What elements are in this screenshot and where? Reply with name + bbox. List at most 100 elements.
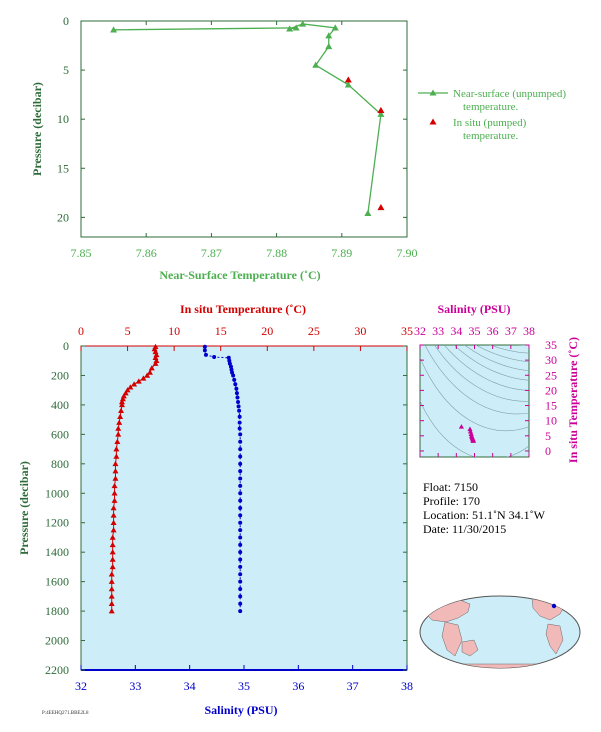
temperature-point xyxy=(113,446,120,452)
ts-x-tick-label: 36 xyxy=(487,324,499,338)
location: Location: 51.1˚N 34.1˚W xyxy=(423,508,546,522)
temperature-tick-label: 30 xyxy=(354,324,366,338)
salinity-point xyxy=(238,483,243,488)
temperature-point xyxy=(152,348,159,355)
temperature-point xyxy=(112,468,119,474)
salinity-point xyxy=(237,426,242,431)
density-contour xyxy=(420,400,529,457)
date: Date: 11/30/2015 xyxy=(423,522,506,536)
top-y-tick-label: 15 xyxy=(57,161,69,175)
map-landmass-australia xyxy=(461,639,479,657)
profile-y-axis-label: Pressure (decibar) xyxy=(17,461,31,555)
ts-plot-frame xyxy=(419,344,530,458)
ts-point xyxy=(458,424,465,429)
pressure-tick-label: 2200 xyxy=(45,663,69,677)
density-contour xyxy=(475,345,529,362)
temperature-point xyxy=(110,512,117,518)
ts-density-contours xyxy=(420,345,529,457)
top-x-tick-label: 7.85 xyxy=(71,246,92,260)
near-surface-point xyxy=(377,110,385,117)
temperature-point xyxy=(110,505,117,511)
salinity-point xyxy=(238,432,243,437)
salinity-point xyxy=(238,528,243,533)
ts-y-tick-label: 15 xyxy=(545,399,557,413)
salinity-point xyxy=(238,461,243,466)
top-x-tick-label: 7.87 xyxy=(201,246,222,260)
temperature-tick-label: 20 xyxy=(261,324,273,338)
salinity-point xyxy=(238,454,243,459)
temperature-tick-label: 10 xyxy=(168,324,180,338)
temperature-point xyxy=(127,384,134,390)
temperature-point xyxy=(113,453,120,459)
temperature-point xyxy=(119,396,126,402)
salinity-point xyxy=(237,414,242,419)
salinity-point xyxy=(238,594,243,599)
top-x-tick-label: 7.86 xyxy=(136,246,157,260)
ts-y-tick-label: 20 xyxy=(545,383,557,397)
near-surface-point xyxy=(299,20,307,27)
salinity-tick-label: 35 xyxy=(238,679,250,693)
ts-y-axis-label: In situ Temperature (˚C) xyxy=(566,337,580,463)
pressure-tick-label: 1200 xyxy=(45,516,69,530)
ts-x-tick-label: 38 xyxy=(523,324,535,338)
temperature-point xyxy=(118,401,125,408)
top-x-axis-label: Near-Surface Temperature (˚C) xyxy=(159,268,320,282)
salinity-point xyxy=(237,420,242,425)
salinity-point xyxy=(238,520,243,525)
temperature-point xyxy=(110,519,117,525)
ts-y-tick-label: 0 xyxy=(545,444,551,458)
profile-plot-frame xyxy=(80,345,408,671)
pressure-tick-label: 600 xyxy=(51,427,69,441)
salinity-point xyxy=(202,344,207,349)
ts-x-tick-label: 37 xyxy=(505,324,517,338)
ts-point xyxy=(468,431,474,436)
ts-point xyxy=(467,428,474,434)
temperature-point xyxy=(108,600,115,606)
float-number: Float: 7150 xyxy=(423,480,478,494)
temperature-point xyxy=(111,497,118,503)
salinity-point xyxy=(238,476,243,481)
temperature-point xyxy=(148,365,155,371)
temperature-point xyxy=(116,419,123,425)
pressure-tick-label: 1000 xyxy=(45,486,69,500)
salinity-point xyxy=(233,382,238,387)
top-y-tick-label: 10 xyxy=(57,112,69,126)
temperature-point xyxy=(108,571,115,577)
density-contour xyxy=(464,345,529,371)
salinity-point xyxy=(238,557,243,562)
salinity-tick-label: 32 xyxy=(75,679,87,693)
temperature-point xyxy=(108,586,115,592)
in-situ-point xyxy=(377,106,385,113)
near-surface-point xyxy=(292,24,300,31)
temperature-point xyxy=(117,413,124,419)
salinity-point xyxy=(234,391,239,396)
salinity-point xyxy=(238,542,243,547)
in-situ-point xyxy=(377,204,385,211)
top-y-tick-label: 20 xyxy=(57,210,69,224)
salinity-point xyxy=(231,373,236,378)
temperature-point xyxy=(109,549,116,555)
pressure-tick-label: 400 xyxy=(51,398,69,412)
temperature-point xyxy=(146,369,153,375)
float-info: Float: 7150 Profile: 170 Location: 51.1˚… xyxy=(423,480,546,536)
salinity-point xyxy=(238,447,243,452)
temperature-point xyxy=(109,563,116,570)
temperature-tick-label: 25 xyxy=(308,324,320,338)
temperature-point xyxy=(152,360,159,366)
salinity-point xyxy=(238,550,243,555)
ts-y-tick-label: 25 xyxy=(545,368,557,382)
salinity-point xyxy=(238,513,243,518)
temperature-point xyxy=(153,351,160,358)
legend-label-unpumped-1: Near-surface (unpumped) xyxy=(453,88,566,100)
temperature-tick-label: 5 xyxy=(125,324,131,338)
legend-label-unpumped-2: temperature. xyxy=(463,101,519,113)
salinity-point xyxy=(238,506,243,510)
top-y-tick-label: 0 xyxy=(63,14,69,28)
salinity-point xyxy=(236,404,241,409)
near-surface-point xyxy=(364,209,372,217)
temperature-point xyxy=(131,381,138,387)
salinity-point xyxy=(238,469,243,474)
legend-green-triangle-icon xyxy=(429,89,437,96)
salinity-point xyxy=(238,587,243,591)
